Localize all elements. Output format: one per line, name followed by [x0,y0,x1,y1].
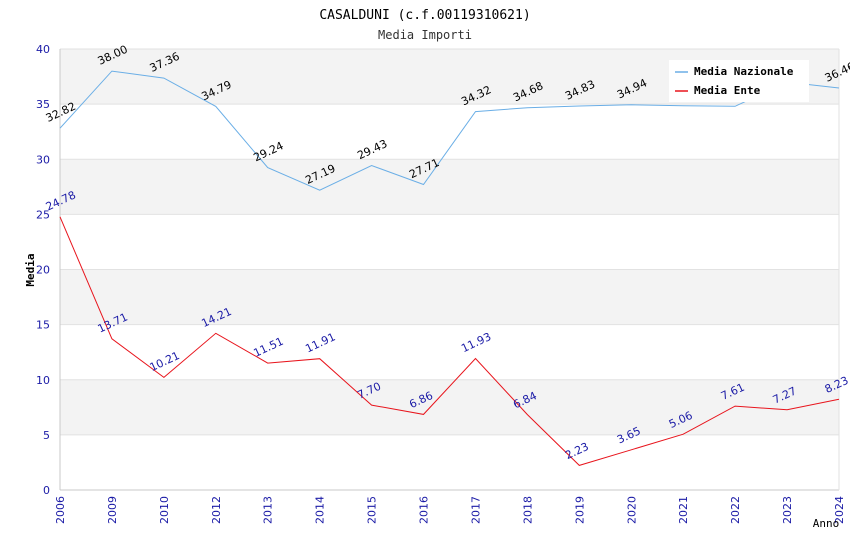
chart-title: CASALDUNI (c.f.00119310621) [319,8,530,23]
grid-band [60,104,839,160]
grid-band [60,379,839,435]
series-line-nazionale [59,70,840,191]
grid-band [60,214,839,270]
grid-band [60,159,839,215]
chart-subtitle: Media Importi [378,28,472,42]
x-tick-label: 2020 [625,496,638,524]
grid-band [60,324,839,380]
y-tick-label: 0 [43,484,50,497]
x-axis-label: Anno [813,517,840,530]
axes [59,49,840,491]
y-tick-label: 25 [36,208,50,221]
x-tick-labels: 2006 2009 2010 2012 2013 2014 2015 2016 2017 2018… [54,496,846,524]
x-tick-label: 2016 [418,496,431,524]
grid-band [60,269,839,325]
x-tick-label: 2015 [366,496,379,524]
x-tick-label: 2024 [833,496,846,524]
x-tick-label: 2018 [521,496,534,524]
x-tick-label: 2013 [262,496,275,524]
x-tick-label: 2009 [106,496,119,524]
x-tick-label: 2006 [54,496,67,524]
x-tick-label: 2014 [314,496,327,524]
y-axis-label: Media [24,253,37,286]
y-tick-label: 20 [36,264,50,277]
series-line-ente [59,216,840,466]
legend: Media Nazionale Media Ente [669,60,809,102]
x-tick-label: 2021 [677,496,690,524]
grid-bands [60,49,839,490]
y-tick-label: 5 [43,429,50,442]
x-tick-label: 2023 [781,496,794,524]
series-lines [59,70,840,466]
legend-label-nazionale: Media Nazionale [694,65,794,78]
legend-box [669,60,809,102]
y-tick-labels: 0 5 10 15 20 25 30 35 40 [36,43,50,497]
y-tick-label: 15 [36,319,50,332]
y-tick-label: 10 [36,374,50,387]
y-tick-label: 35 [36,98,50,111]
x-tick-label: 2019 [573,496,586,524]
x-tick-label: 2022 [729,496,742,524]
y-tick-label: 40 [36,43,50,56]
x-tick-label: 2017 [469,496,482,524]
grid-band [60,434,839,490]
x-tick-label: 2012 [210,496,223,524]
legend-label-ente: Media Ente [694,84,761,97]
x-tick-label: 2010 [158,496,171,524]
y-tick-label: 30 [36,153,50,166]
